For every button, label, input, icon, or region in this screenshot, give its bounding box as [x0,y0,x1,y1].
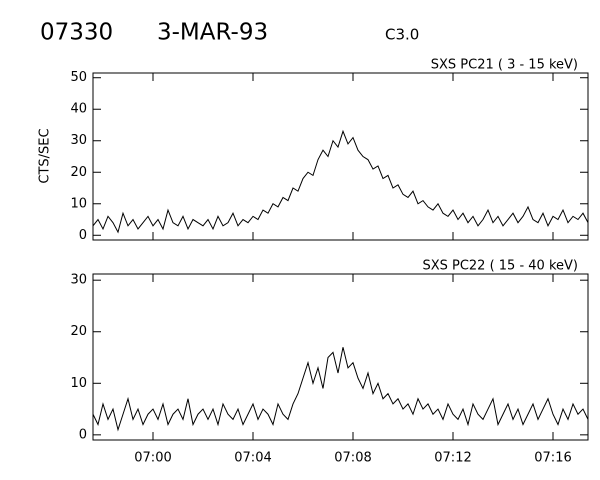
y-tick-label: 10 [70,196,87,211]
y-tick-label: 40 [70,102,87,117]
data-line [92,347,589,432]
event-id: 07330 [40,20,113,46]
flare-class: C3.0 [385,26,419,44]
x-tick-label: 07:00 [134,451,171,466]
plot-frame [92,72,589,241]
x-tick-label: 07:16 [534,451,571,466]
y-tick-label: 10 [70,376,87,391]
data-line [92,129,589,234]
y-tick-label: 0 [79,228,87,243]
y-tick-label: 20 [70,324,87,339]
plot-frame [92,273,589,441]
event-date: 3-MAR-93 [157,20,268,46]
y-tick-label: 0 [79,427,87,442]
y-tick-label: 30 [70,273,87,288]
x-tick-label: 07:12 [434,451,471,466]
x-tick-label: 07:08 [334,451,371,466]
y-tick-label: 20 [70,165,87,180]
y-tick-label: 50 [70,70,87,85]
y-tick-label: 30 [70,133,87,148]
panel-title: SXS PC22 ( 15 - 40 keV) [422,259,578,274]
x-tick-label: 07:04 [234,451,271,466]
y-axis-label: CTS/SEC [38,128,53,183]
panel-title: SXS PC21 ( 3 - 15 keV) [431,58,578,73]
